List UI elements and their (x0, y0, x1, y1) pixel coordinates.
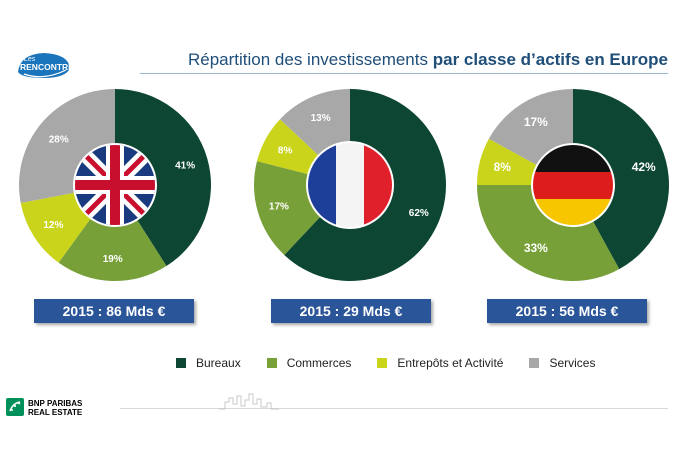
legend-swatch-entrepots (377, 358, 388, 368)
slice-bureaux (284, 89, 446, 281)
caption-france: 2015 : 29 Mds € (271, 299, 431, 323)
legend-label-commerces: Commerces (286, 356, 352, 370)
chart-germany: 42% 33% 8% 17% (477, 89, 670, 281)
slice-label-bureaux: 42% (632, 160, 656, 174)
slice-services (488, 89, 573, 165)
title-normal: Répartition des investissements (187, 50, 428, 69)
slice-label-commerces: 17% (269, 202, 289, 213)
slice-entrepots (477, 138, 537, 185)
slice-commerces (254, 161, 320, 255)
chart-uk: 41% 19% 12% 28% (18, 89, 212, 281)
legend-swatch-commerces (266, 358, 277, 368)
slice-label-bureaux: 62% (409, 208, 429, 219)
legend-item-services: Services (529, 356, 595, 370)
slice-entrepots (257, 119, 318, 175)
legend-item-entrepots: Entrepôts et Activité (377, 356, 503, 370)
logo-line1: Les (24, 56, 36, 63)
slice-label-entrepots: 12% (43, 220, 63, 231)
les-rencontres-logo: Les RENCONTRES (18, 53, 72, 78)
title-bold: par classe d’actifs en Europe (432, 50, 668, 69)
chart-legend: Bureaux Commerces Entrepôts et Activité … (176, 356, 621, 370)
legend-label-bureaux: Bureaux (196, 356, 241, 370)
legend-label-services: Services (549, 356, 596, 370)
slice-services (280, 89, 350, 155)
legend-item-commerces: Commerces (266, 356, 352, 370)
slice-label-services: 28% (49, 134, 69, 145)
page-title: Répartition des investissements par clas… (140, 50, 668, 70)
bnp-brand-line2: REAL ESTATE (28, 408, 83, 417)
logo-line2: RENCONTRES (20, 62, 72, 72)
legend-label-entrepots: Entrepôts et Activité (397, 356, 504, 370)
slice-services (18, 89, 115, 203)
slice-commerces (477, 185, 620, 281)
caption-germany: 2015 : 56 Mds € (487, 299, 647, 323)
caption-uk: 2015 : 86 Mds € (34, 299, 194, 323)
slice-label-commerces: 33% (524, 241, 548, 255)
slice-label-entrepots: 8% (494, 160, 512, 174)
bnp-paribas-logo: BNP PARIBAS REAL ESTATE (4, 397, 116, 421)
bnp-stars-icon (6, 398, 24, 416)
legend-item-bureaux: Bureaux (176, 356, 241, 370)
legend-swatch-bureaux (176, 358, 186, 368)
skyline-icon (219, 393, 279, 410)
footer-rule (120, 408, 668, 409)
slice-label-commerces: 19% (103, 254, 123, 265)
chart-france: 62% 17% 8% 13% (254, 89, 446, 281)
slice-label-bureaux: 41% (175, 161, 195, 172)
slice-label-services: 17% (524, 115, 548, 129)
slice-label-entrepots: 8% (278, 145, 293, 156)
slice-commerces (58, 218, 167, 281)
legend-swatch-services (529, 358, 540, 368)
bnp-brand-line1: BNP PARIBAS (28, 399, 83, 408)
slice-bureaux (573, 89, 670, 270)
title-rule (140, 73, 668, 74)
slice-bureaux (115, 89, 212, 267)
slice-entrepots (20, 192, 91, 263)
slice-label-services: 13% (311, 113, 331, 124)
